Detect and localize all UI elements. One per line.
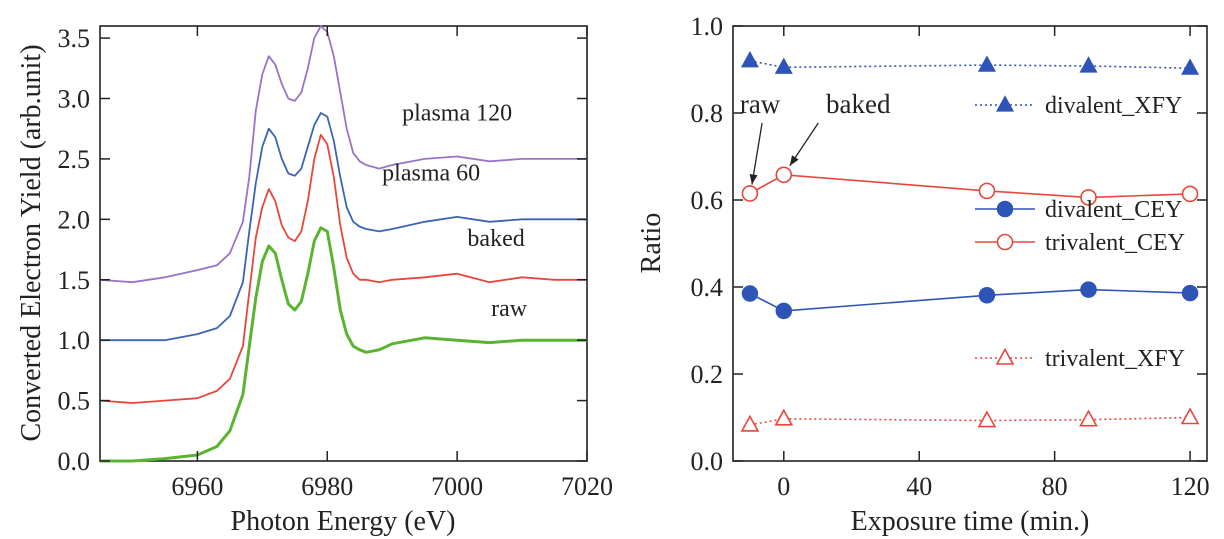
ratio-point-trivalent-xfy [1079,409,1098,427]
ratio-point-divalent-xfy [740,51,759,68]
ratio-x-tick-label: 40 [906,472,932,501]
spectra-x-tick-label: 7020 [561,472,613,501]
spectra-y-tick-label: 1.0 [58,326,91,355]
ratio-y-tick-label: 0.6 [691,186,724,215]
spectrum-line-plasma-60 [100,112,587,342]
legend-marker-trivalent-xfy [995,347,1015,365]
ratio-point-trivalent-cey [978,182,996,200]
spectra-y-axis-title: Converted Electron Yield (arb.unit) [16,44,47,441]
ratio-series-layer [740,51,1200,432]
spectrum-line-baked [99,133,587,404]
ratio-point-divalent-xfy [1181,58,1200,75]
ratio-point-divalent-cey [775,302,793,320]
annotation-arrowhead-raw [749,173,758,185]
spectra-y-tick-label: 0.0 [58,447,91,476]
legend-label-divalent-xfy: divalent_XFY [1045,93,1182,119]
spectra-y-tick-label: 3.0 [58,85,91,114]
ratio-point-trivalent-xfy [1180,407,1200,425]
legend-marker-divalent-xfy [995,95,1015,112]
spectrum-line-raw [100,226,587,463]
spectra-x-tick-label: 6980 [301,472,353,501]
ratio-plot-frame [732,25,1208,462]
legend-label-trivalent-xfy: trivalent_XFY [1045,346,1185,372]
spectrum-line-plasma-120 [99,25,587,284]
spectra-y-tick-label: 0.5 [58,387,91,416]
ratio-y-axis-title: Ratio [636,213,667,274]
ratio-line-divalent-cey [749,288,1191,312]
spectra-x-tick-label: 6960 [171,472,223,501]
ratio-y-tick-label: 0.8 [691,99,724,128]
spectra-plot-frame [99,25,588,462]
ratio-point-trivalent-cey [1080,189,1097,206]
spectra-series-labels: plasma 120 plasma 60 baked raw [382,100,528,322]
ratio-x-tick-label: 80 [1042,472,1068,501]
ratio-point-divalent-cey [978,287,996,304]
annotation-arrow-raw [751,122,763,185]
ratio-y-tick-label: 0.2 [691,360,724,389]
spectra-axis-ticks: 6960 6980 7000 7020 0.0 0.5 1.0 1.5 2.0 2.5 3.0 3.5 [58,24,614,501]
spectra-x-tick-label: 7000 [431,472,483,501]
spectra-y-tick-label: 1.5 [58,266,91,295]
ratio-legend: divalent_XFY divalent_CEY trivalent_CEYtri… [975,93,1185,372]
ratio-x-tick-label: 120 [1171,472,1210,501]
spectra-y-tick-label: 3.5 [58,24,91,53]
ratio-point-divalent-xfy [774,57,793,74]
ratio-point-divalent-cey [741,285,759,302]
spectrum-label-raw: raw [491,296,528,322]
spectra-y-tick-label: 2.0 [58,205,91,234]
ratio-point-divalent-xfy [1079,56,1098,73]
spectra-x-axis-title: Photon Energy (eV) [231,506,456,537]
spectrum-label-plasma-120: plasma 120 [402,100,512,126]
annotation-baked: baked [826,89,891,119]
spectrum-label-baked: baked [467,226,524,252]
ratio-y-tick-label: 1.0 [691,12,724,41]
ratio-axis-ticks: 0 40 80 120 0.0 0.2 0.4 0.6 0.8 1.0 [691,12,1210,501]
legend-label-divalent-cey: divalent_CEY [1045,197,1182,223]
ratio-point-divalent-cey [1080,281,1097,298]
ratio-point-trivalent-xfy [774,408,794,426]
ratio-x-axis-title: Exposure time (min.) [851,506,1090,537]
ratio-line-trivalent-cey [749,173,1191,199]
ratio-line-trivalent-xfy [749,416,1191,426]
spectrum-label-plasma-60: plasma 60 [382,161,480,187]
spectra-panel: 6960 6980 7000 7020 0.0 0.5 1.0 1.5 2.0 2.5 3.0 3.5… [16,24,613,537]
ratio-y-tick-label: 0.4 [691,273,724,302]
legend-marker-trivalent-cey [996,233,1014,251]
ratio-annotations: raw baked [740,89,891,185]
ratio-point-trivalent-cey [775,166,793,184]
spectra-y-tick-label: 2.5 [58,145,91,174]
legend-marker-divalent-cey [996,200,1014,218]
annotation-raw: raw [740,89,781,119]
ratio-point-divalent-xfy [977,55,996,72]
ratio-point-trivalent-cey [741,185,759,202]
legend-label-trivalent-cey: trivalent_CEY [1045,230,1185,256]
ratio-point-trivalent-cey [1181,185,1199,203]
ratio-line-divalent-xfy [749,60,1191,69]
ratio-x-tick-label: 0 [777,472,790,501]
ratio-point-divalent-cey [1181,284,1199,302]
ratio-point-trivalent-xfy [740,414,760,432]
annotation-arrowhead-baked [789,155,799,166]
ratio-y-tick-label: 0.0 [691,447,724,476]
ratio-point-trivalent-xfy [977,410,997,428]
spectra-series-layer [99,25,587,463]
